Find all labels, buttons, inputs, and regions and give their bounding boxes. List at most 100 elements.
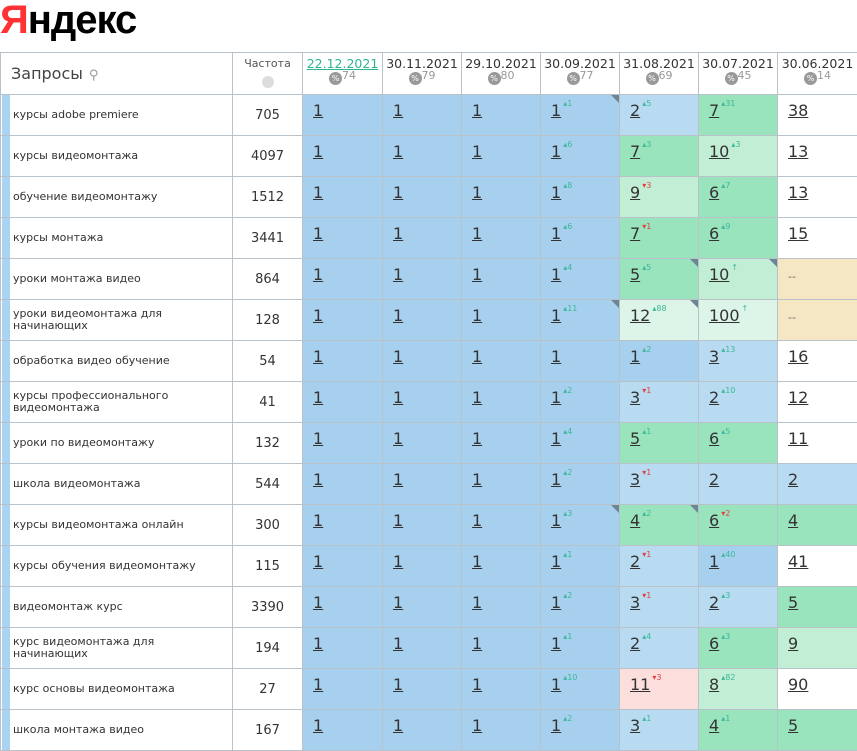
date-column-header[interactable]: 22.12.2021%74 — [303, 53, 383, 95]
position-link[interactable]: 1 — [472, 593, 482, 612]
position-link[interactable]: 1 — [393, 101, 403, 120]
position-link[interactable]: 1 — [313, 224, 323, 243]
position-cell[interactable]: 2▴10 — [699, 382, 778, 423]
query-cell[interactable]: курсы монтажа — [1, 218, 233, 259]
position-cell[interactable]: 1▴6 — [541, 136, 620, 177]
position-link[interactable]: 1 — [313, 306, 323, 325]
percent-icon[interactable]: % — [488, 72, 501, 85]
position-link[interactable]: 1 — [472, 183, 482, 202]
position-cell[interactable]: 1 — [383, 300, 462, 341]
position-link[interactable]: 3 — [630, 388, 640, 407]
position-cell[interactable]: 16 — [778, 341, 857, 382]
position-link[interactable]: 1 — [393, 716, 403, 735]
position-cell[interactable]: 10▴3 — [699, 136, 778, 177]
position-cell[interactable]: 1 — [462, 546, 541, 587]
position-cell[interactable]: 90 — [778, 669, 857, 710]
position-link[interactable]: 1 — [393, 429, 403, 448]
query-cell[interactable]: обучение видеомонтажу — [1, 177, 233, 218]
position-cell[interactable]: 7▾1 — [620, 218, 699, 259]
position-cell[interactable]: 1▴2 — [541, 464, 620, 505]
position-cell[interactable]: 1▴3 — [541, 505, 620, 546]
position-cell[interactable]: 1 — [462, 587, 541, 628]
position-cell[interactable]: 1 — [383, 177, 462, 218]
position-link[interactable]: 1 — [313, 101, 323, 120]
position-link[interactable]: 1 — [472, 429, 482, 448]
position-cell[interactable]: 5▴5 — [620, 259, 699, 300]
position-link[interactable]: 1 — [551, 306, 561, 325]
position-link[interactable]: 2 — [709, 388, 719, 407]
query-cell[interactable]: школа видеомонтажа — [1, 464, 233, 505]
position-link[interactable]: 1 — [313, 634, 323, 653]
position-link[interactable]: 1 — [313, 429, 323, 448]
position-cell[interactable]: 1 — [303, 423, 383, 464]
query-cell[interactable]: уроки видеомонтажа для начинающих — [1, 300, 233, 341]
position-cell[interactable]: 5 — [778, 710, 857, 751]
position-cell[interactable]: 1 — [383, 710, 462, 751]
position-cell[interactable]: 9 — [778, 628, 857, 669]
position-cell[interactable]: 1 — [303, 669, 383, 710]
position-cell[interactable]: 5 — [778, 587, 857, 628]
position-cell[interactable]: 3▴1 — [620, 710, 699, 751]
position-link[interactable]: 5 — [630, 265, 640, 284]
position-link[interactable]: 100 — [709, 306, 740, 325]
position-cell[interactable]: 11 — [778, 423, 857, 464]
position-cell[interactable]: 3▾1 — [620, 464, 699, 505]
position-link[interactable]: 1 — [472, 306, 482, 325]
position-cell[interactable]: 1▴40 — [699, 546, 778, 587]
position-cell[interactable]: 2▴4 — [620, 628, 699, 669]
position-link[interactable]: 1 — [313, 470, 323, 489]
position-link[interactable]: 1 — [313, 388, 323, 407]
position-cell[interactable]: 11▾3 — [620, 669, 699, 710]
position-link[interactable]: 1 — [393, 511, 403, 530]
position-link[interactable]: 1 — [551, 265, 561, 284]
position-link[interactable]: 1 — [472, 634, 482, 653]
position-link[interactable]: 13 — [788, 183, 808, 202]
position-cell[interactable]: 2 — [699, 464, 778, 505]
position-link[interactable]: 4 — [630, 511, 640, 530]
position-link[interactable]: 38 — [788, 101, 808, 120]
position-cell[interactable]: 1 — [383, 259, 462, 300]
position-cell[interactable]: 1 — [303, 505, 383, 546]
position-cell[interactable]: 41 — [778, 546, 857, 587]
position-cell[interactable]: 12 — [778, 382, 857, 423]
position-cell[interactable]: 1 — [462, 382, 541, 423]
position-link[interactable]: 1 — [472, 347, 482, 366]
position-cell[interactable]: 1 — [303, 341, 383, 382]
position-link[interactable]: 1 — [551, 511, 561, 530]
position-cell[interactable]: 12▴88 — [620, 300, 699, 341]
position-cell[interactable]: 5▴1 — [620, 423, 699, 464]
position-link[interactable]: 1 — [393, 265, 403, 284]
position-link[interactable]: 7 — [709, 101, 719, 120]
percent-icon[interactable]: % — [329, 72, 342, 85]
position-cell[interactable]: 1 — [383, 669, 462, 710]
query-cell[interactable]: курсы профессионального видеомонтажа — [1, 382, 233, 423]
position-cell[interactable]: 6▴9 — [699, 218, 778, 259]
position-cell[interactable]: 1 — [462, 177, 541, 218]
position-cell[interactable]: 1 — [383, 341, 462, 382]
query-cell[interactable]: уроки по видеомонтажу — [1, 423, 233, 464]
position-link[interactable]: 9 — [630, 183, 640, 202]
position-cell[interactable]: 3▾1 — [620, 587, 699, 628]
position-link[interactable]: 15 — [788, 224, 808, 243]
position-link[interactable]: 1 — [472, 511, 482, 530]
position-link[interactable]: 16 — [788, 347, 808, 366]
position-cell[interactable]: 1 — [303, 259, 383, 300]
position-cell[interactable]: 1▴4 — [541, 423, 620, 464]
position-link[interactable]: 4 — [788, 511, 798, 530]
frequency-header[interactable]: Частота — [233, 53, 303, 95]
position-cell[interactable]: 1 — [303, 218, 383, 259]
position-cell[interactable]: 1 — [303, 587, 383, 628]
position-link[interactable]: 90 — [788, 675, 808, 694]
position-link[interactable]: 2 — [630, 552, 640, 571]
position-cell[interactable]: 1 — [462, 259, 541, 300]
position-link[interactable]: 1 — [472, 142, 482, 161]
position-cell[interactable]: 1▴1 — [541, 95, 620, 136]
position-link[interactable]: 1 — [472, 101, 482, 120]
position-link[interactable]: 3 — [630, 470, 640, 489]
position-cell[interactable]: 1 — [462, 341, 541, 382]
position-link[interactable]: 13 — [788, 142, 808, 161]
percent-icon[interactable]: % — [567, 72, 580, 85]
position-cell[interactable]: 7▴31 — [699, 95, 778, 136]
position-link[interactable]: 1 — [551, 142, 561, 161]
position-link[interactable]: 1 — [313, 675, 323, 694]
